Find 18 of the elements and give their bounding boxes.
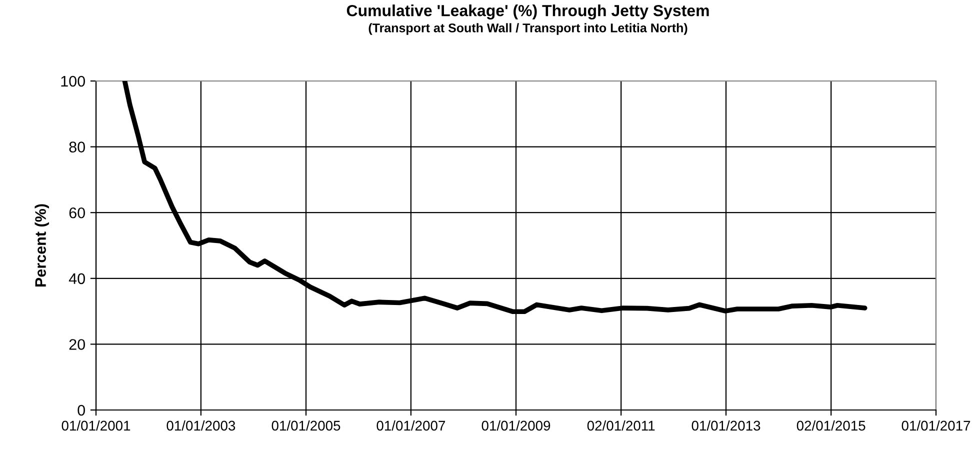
- chart-title: Cumulative 'Leakage' (%) Through Jetty System: [346, 4, 709, 20]
- y-tick-label: 80: [69, 142, 85, 152]
- x-tick-label: 01/01/2001: [62, 420, 130, 431]
- y-tick-label: 60: [69, 207, 85, 218]
- x-tick-label: 01/01/2009: [482, 420, 550, 431]
- y-axis-title: Percent (%): [34, 204, 49, 286]
- x-tick-label: 01/01/2017: [902, 420, 970, 431]
- x-tick-label: 01/01/2003: [166, 420, 236, 431]
- chart-subtitle: (Transport at South Wall / Transport into Letitia North): [368, 23, 688, 35]
- y-tick-label: 0: [78, 404, 85, 416]
- y-tick-label: 40: [68, 273, 85, 284]
- x-tick-label: 02/01/2011: [587, 420, 655, 431]
- x-tick-label: 02/01/2015: [796, 420, 866, 431]
- x-tick-label: 01/01/2013: [692, 420, 760, 431]
- x-tick-label: 01/01/2007: [376, 420, 445, 431]
- x-tick-label: 01/01/2005: [272, 420, 340, 431]
- y-tick-label: 100: [61, 76, 85, 87]
- y-tick-label: 20: [69, 339, 85, 350]
